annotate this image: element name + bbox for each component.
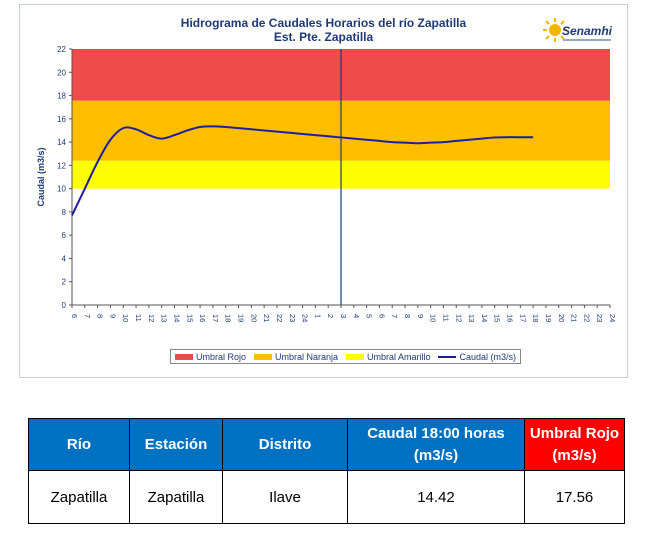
chart-legend: Umbral Rojo Umbral Naranja Umbral Amaril…	[170, 349, 521, 364]
x-tick-label: 22	[582, 314, 591, 322]
y-tick-label: 0	[62, 301, 67, 310]
x-tick-label: 16	[506, 314, 515, 322]
x-tick-label: 13	[467, 314, 476, 322]
x-tick-label: 17	[211, 314, 220, 322]
legend-swatch-naranja	[253, 353, 272, 360]
x-tick-label: 11	[441, 314, 450, 322]
x-tick-label: 7	[390, 314, 399, 318]
x-tick-label: 21	[570, 314, 579, 322]
x-tick-label: 23	[595, 314, 604, 322]
x-tick-label: 14	[172, 314, 181, 322]
header-estacion: Estación	[129, 418, 223, 471]
chart-title: Hidrograma de Caudales Horarios del río …	[180, 16, 467, 30]
y-tick-label: 10	[57, 185, 66, 194]
cell-umbral-rojo: 17.56	[524, 470, 625, 524]
legend-swatch-caudal	[438, 355, 457, 358]
cell-rio: Zapatilla	[28, 470, 130, 524]
header-umbral-rojo: Umbral Rojo (m3/s)	[524, 418, 625, 471]
x-tick-label: 16	[198, 314, 207, 322]
x-tick-label: 19	[237, 314, 246, 322]
x-tick-label: 12	[454, 314, 463, 322]
x-tick-label: 23	[288, 314, 297, 322]
x-tick-label: 9	[108, 314, 117, 318]
y-tick-label: 6	[62, 231, 67, 240]
cell-distrito: Ilave	[222, 470, 348, 524]
x-tick-label: 1	[313, 314, 322, 318]
y-tick-label: 4	[62, 254, 67, 263]
legend-item-naranja: Umbral Naranja	[253, 351, 338, 362]
chart-subtitle: Est. Pte. Zapatilla	[273, 30, 374, 44]
x-tick-label: 6	[70, 314, 79, 318]
y-tick-label: 16	[57, 115, 66, 124]
x-tick-label: 3	[339, 314, 348, 318]
x-tick-label: 19	[544, 314, 553, 322]
y-tick-label: 12	[57, 161, 66, 170]
x-tick-label: 13	[160, 314, 169, 322]
x-tick-label: 20	[249, 314, 258, 322]
legend-swatch-amarillo	[345, 353, 364, 360]
legend-item-rojo: Umbral Rojo	[174, 351, 246, 362]
cell-estacion: Zapatilla	[129, 470, 223, 524]
legend-label-naranja: Umbral Naranja	[274, 351, 338, 362]
x-tick-label: 9	[416, 314, 425, 318]
x-tick-label: 10	[429, 314, 438, 322]
x-tick-label: 12	[147, 314, 156, 322]
legend-swatch-rojo	[174, 353, 193, 360]
x-tick-label: 17	[518, 314, 527, 322]
x-tick-label: 2	[326, 314, 335, 318]
x-tick-label: 18	[224, 314, 233, 322]
header-caudal: Caudal 18:00 horas (m3/s)	[347, 418, 525, 471]
legend-label-rojo: Umbral Rojo	[195, 351, 246, 362]
x-tick-label: 20	[557, 314, 566, 322]
x-tick-label: 8	[96, 314, 105, 318]
x-tick-label: 8	[403, 314, 412, 318]
x-tick-label: 10	[121, 314, 130, 322]
table-header-row: Río Estación Distrito Caudal 18:00 horas…	[28, 418, 625, 471]
logo-text: Senamhi	[562, 24, 613, 38]
logo-tagline-bar	[563, 39, 611, 41]
legend-label-amarillo: Umbral Amarillo	[366, 351, 431, 362]
y-tick-label: 22	[57, 45, 66, 54]
x-tick-label: 22	[275, 314, 284, 322]
y-axis-label: Caudal (m3/s)	[36, 147, 46, 206]
x-tick-label: 6	[377, 314, 386, 318]
x-tick-label: 21	[262, 314, 271, 322]
x-tick-label: 5	[365, 314, 374, 318]
hydrograph-chart: Hidrograma de Caudales Horarios del río …	[19, 4, 628, 378]
y-tick-label: 2	[62, 278, 67, 287]
x-tick-label: 15	[493, 314, 502, 322]
x-tick-label: 24	[608, 314, 617, 322]
x-tick-label: 4	[352, 314, 361, 318]
station-table: Río Estación Distrito Caudal 18:00 horas…	[28, 418, 625, 524]
legend-item-caudal: Caudal (m3/s)	[438, 352, 516, 362]
x-tick-label: 18	[531, 314, 540, 322]
header-distrito: Distrito	[222, 418, 348, 471]
series-line-caudal	[71, 125, 534, 216]
x-tick-label: 15	[185, 314, 194, 322]
table-row: Zapatilla Zapatilla Ilave 14.42 17.56	[28, 470, 625, 524]
senamhi-logo: Senamhi	[543, 13, 613, 49]
y-tick-label: 18	[57, 92, 66, 101]
y-tick-label: 14	[57, 138, 66, 147]
x-tick-label: 24	[301, 314, 310, 322]
cell-caudal: 14.42	[347, 470, 525, 524]
y-tick-label: 20	[57, 68, 66, 77]
legend-item-amarillo: Umbral Amarillo	[345, 351, 431, 362]
x-tick-label: 7	[83, 314, 92, 318]
legend-label-caudal: Caudal (m3/s)	[459, 351, 516, 362]
sun-icon	[543, 18, 567, 42]
header-rio: Río	[28, 418, 130, 471]
x-tick-label: 11	[134, 314, 143, 322]
x-tick-label: 14	[480, 314, 489, 322]
y-tick-label: 8	[62, 208, 67, 217]
